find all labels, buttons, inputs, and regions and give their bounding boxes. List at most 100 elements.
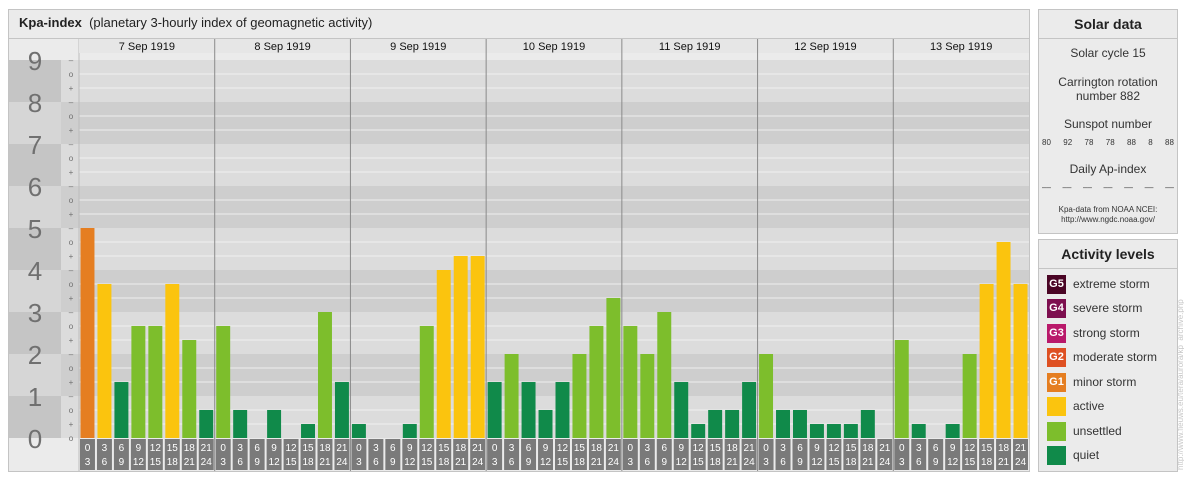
sub-tick-label: +	[69, 252, 74, 261]
interval-start-label: 6	[797, 443, 803, 454]
interval-cell	[945, 439, 961, 470]
ap-value: ––	[1165, 183, 1174, 192]
interval-start-label: 3	[645, 443, 651, 454]
level-active: active	[1047, 396, 1105, 416]
sub-tick-label: o	[69, 70, 74, 79]
y-band	[61, 186, 1029, 228]
interval-end-label: 21	[862, 457, 874, 468]
interval-cell	[673, 439, 689, 470]
kp-bar	[267, 409, 282, 438]
kp-bar	[979, 283, 994, 438]
kp-bar	[962, 354, 977, 438]
carrington-line2: number 882	[1075, 89, 1141, 103]
interval-start-label: 18	[591, 443, 603, 454]
interval-end-label: 24	[1015, 457, 1027, 468]
sub-tick-label: o	[69, 322, 74, 331]
interval-start-label: 6	[254, 443, 260, 454]
kp-bar	[640, 354, 655, 438]
interval-cell	[80, 439, 95, 470]
kpa-chart-panel: Kpa-index (planetary 3-hourly index of g…	[8, 9, 1030, 472]
interval-end-label: 6	[509, 457, 515, 468]
kp-bar	[148, 325, 163, 438]
interval-start-label: 9	[814, 443, 820, 454]
level-swatch: G3	[1047, 323, 1066, 343]
sub-tick-label: –	[69, 98, 74, 107]
sunspot-value: 78	[1084, 138, 1094, 147]
interval-end-label: 24	[472, 457, 484, 468]
interval-end-label: 3	[763, 457, 769, 468]
level-extreme-storm: G5 extreme storm	[1047, 274, 1150, 294]
kp-bar	[199, 409, 214, 438]
interval-start-label: 0	[763, 443, 769, 454]
y-tick-label: 0	[28, 424, 42, 454]
interval-start-label: 9	[271, 443, 277, 454]
interval-end-label: 21	[591, 457, 603, 468]
kp-bar	[793, 409, 807, 438]
interval-start-label: 15	[438, 443, 450, 454]
interval-cell	[487, 439, 503, 470]
day-label: 13 Sep 1919	[930, 41, 992, 53]
interval-cell	[809, 439, 825, 470]
sunspot-value: 88	[1127, 138, 1136, 147]
y-band	[61, 144, 1029, 186]
day-label: 12 Sep 1919	[794, 41, 856, 53]
interval-start-label: 12	[828, 443, 840, 454]
day-label: 10 Sep 1919	[523, 41, 585, 53]
interval-end-label: 6	[916, 457, 922, 468]
chart-subtitle: (planetary 3-hourly index of geomagnetic…	[89, 15, 373, 30]
level-swatch: G5	[1047, 274, 1066, 294]
kp-bar	[894, 340, 909, 438]
interval-end-label: 12	[404, 457, 416, 468]
sunspot-value: 78	[1105, 138, 1115, 147]
interval-cell	[639, 439, 655, 470]
interval-start-label: 18	[862, 443, 874, 454]
interval-cell	[792, 439, 808, 470]
y-band-label-area	[9, 186, 61, 228]
sunspot-value: 80	[1042, 138, 1051, 147]
sub-tick-label: +	[69, 420, 74, 429]
interval-cell	[147, 439, 163, 470]
kp-bar	[945, 424, 960, 438]
y-tick-label: 1	[28, 382, 42, 412]
interval-cell	[436, 439, 452, 470]
interval-start-label: 15	[167, 443, 179, 454]
kp-bar	[759, 354, 774, 438]
interval-cell	[198, 439, 214, 470]
interval-end-label: 18	[710, 457, 722, 468]
sub-tick-label: o	[69, 238, 74, 247]
interval-start-label: 18	[727, 443, 739, 454]
sub-tick-label: –	[69, 266, 74, 275]
interval-cell	[588, 439, 604, 470]
interval-cell	[453, 439, 469, 470]
interval-start-label: 15	[981, 443, 993, 454]
y-band-label-area	[9, 60, 61, 102]
sub-tick-label: –	[69, 224, 74, 233]
level-label: active	[1073, 399, 1105, 413]
interval-end-label: 3	[356, 457, 362, 468]
y-tick-label: 5	[28, 214, 42, 244]
level-swatch	[1047, 445, 1066, 465]
interval-start-label: 21	[879, 443, 891, 454]
carrington-line1: Carrington rotation	[1058, 75, 1158, 89]
kpa-chart: 0 + o – 1 + o – 2 + o – 3 + o – 4 + o – 5 + o – 6 + o – 7 + o – 8 + o – 9 o 7 …	[9, 38, 1029, 471]
kp-bar	[742, 382, 757, 438]
sub-tick-label: +	[69, 378, 74, 387]
interval-cell	[894, 439, 910, 470]
y-band	[61, 312, 1029, 354]
interval-cell	[283, 439, 299, 470]
interval-end-label: 12	[676, 457, 688, 468]
level-label: extreme storm	[1073, 277, 1150, 291]
kp-bar	[436, 270, 451, 438]
ap-label: Daily Ap-index	[1069, 162, 1147, 176]
kp-bar	[419, 325, 434, 438]
interval-start-label: 3	[373, 443, 379, 454]
interval-end-label: 15	[150, 457, 162, 468]
sub-tick-label: –	[69, 182, 74, 191]
interval-cell	[317, 439, 333, 470]
interval-end-label: 18	[167, 457, 179, 468]
interval-end-label: 12	[269, 457, 281, 468]
level-swatch: G1	[1047, 372, 1066, 392]
y-band-label-area	[9, 144, 61, 186]
kp-bar	[334, 382, 349, 438]
interval-start-label: 12	[693, 443, 705, 454]
